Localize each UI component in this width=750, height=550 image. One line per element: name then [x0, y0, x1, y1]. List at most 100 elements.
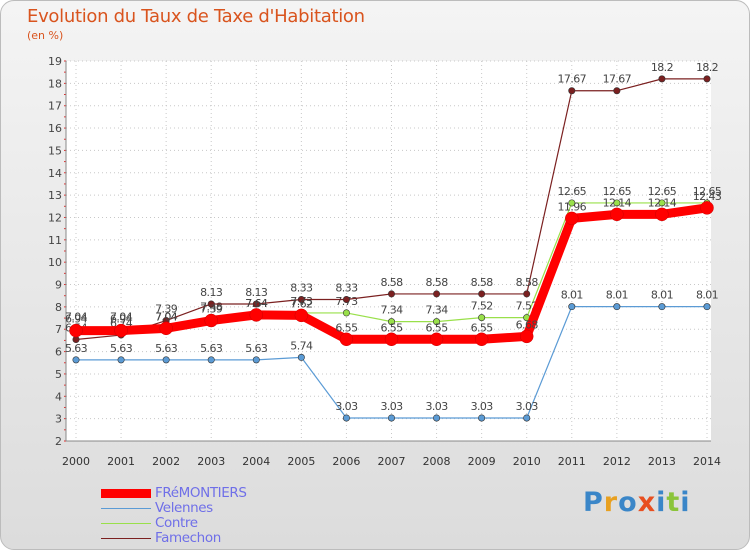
data-point-contre [613, 199, 621, 207]
data-label-frmontiers: 7.62 [290, 297, 312, 310]
x-tick-label: 2004 [242, 455, 270, 468]
data-label-frmontiers: 6.68 [516, 318, 539, 331]
data-label-contre: 7.34 [426, 304, 449, 317]
y-tick-label: 9 [55, 279, 62, 292]
data-point-frmontiers [339, 332, 354, 347]
x-tick-label: 2009 [468, 455, 496, 468]
legend-swatch-velennes [101, 507, 151, 509]
proxiti-logo: Proxiti [583, 487, 691, 518]
data-point-velennes [613, 303, 621, 311]
data-point-velennes [207, 356, 215, 364]
data-point-contre [387, 318, 395, 326]
data-point-frmontiers [114, 323, 128, 338]
data-label-velennes: 5.63 [200, 342, 223, 355]
x-tick-label: 2005 [287, 455, 315, 468]
legend-swatch-contre [101, 522, 151, 524]
legend-swatch-fremontiers [101, 489, 151, 498]
data-label-contre: 7.04 [110, 310, 133, 323]
data-label-velennes: 8.01 [606, 289, 628, 302]
data-point-velennes [297, 353, 305, 361]
data-label-frmontiers: 6.94 [65, 313, 88, 326]
data-label-famechon: 8.33 [335, 282, 358, 295]
data-label-velennes: 5.63 [65, 342, 88, 355]
data-point-frmontiers [69, 323, 83, 338]
data-label-frmontiers: 11.96 [558, 200, 587, 213]
data-label-velennes: 5.63 [245, 342, 268, 355]
y-tick-label: 3 [55, 413, 62, 426]
data-label-contre: 7.52 [471, 300, 493, 313]
x-tick-label: 2012 [603, 455, 631, 468]
data-label-famechon: 8.33 [290, 282, 313, 295]
x-tick-label: 2000 [62, 455, 90, 468]
legend-item-fremontiers: FRéMONTIERS [101, 486, 301, 501]
y-tick-label: 5 [55, 368, 62, 381]
chart-subtitle: (en %) [27, 29, 64, 42]
legend-item-contre: Contre [101, 516, 301, 531]
data-label-famechon: 8.58 [426, 276, 449, 289]
y-tick-label: 13 [48, 189, 62, 202]
data-label-frmontiers: 12.43 [693, 190, 722, 203]
data-label-famechon: 17.67 [603, 73, 632, 86]
y-tick-label: 15 [48, 144, 62, 157]
data-point-frmontiers [519, 329, 534, 344]
data-point-contre [478, 314, 486, 322]
data-label-contre: 12.65 [648, 185, 677, 198]
data-label-velennes: 8.01 [696, 289, 718, 302]
x-tick-label: 2006 [332, 455, 360, 468]
data-point-frmontiers [429, 332, 444, 347]
data-point-frmontiers [474, 332, 489, 347]
data-point-famechon [207, 300, 215, 308]
data-point-velennes [117, 356, 125, 364]
data-point-velennes [387, 414, 395, 422]
legend-label-velennes: Velennes [155, 500, 213, 516]
data-label-frmontiers: 12.14 [603, 196, 632, 209]
data-point-velennes [433, 414, 441, 422]
chart-title: Evolution du Taux de Taxe d'Habitation [27, 6, 365, 27]
data-point-velennes [523, 414, 531, 422]
x-tick-label: 2007 [378, 455, 406, 468]
data-label-frmontiers: 7.39 [200, 303, 223, 316]
data-label-famechon: 7.39 [155, 303, 178, 316]
data-point-frmontiers [249, 308, 264, 322]
data-label-famechon: 8.58 [471, 276, 494, 289]
legend-label-contre: Contre [155, 515, 198, 531]
data-label-frmontiers: 7.04 [155, 310, 178, 323]
data-point-velennes [478, 414, 486, 422]
x-tick-label: 2013 [648, 455, 676, 468]
data-point-famechon [433, 290, 441, 298]
y-tick-label: 8 [55, 301, 62, 314]
data-point-velennes [658, 303, 666, 311]
data-label-velennes: 5.63 [155, 342, 178, 355]
data-label-velennes: 8.01 [651, 289, 673, 302]
logo-letter: r [603, 487, 619, 518]
y-tick-label: 17 [48, 100, 62, 113]
data-label-famechon: 8.13 [200, 286, 223, 299]
data-point-velennes [162, 356, 170, 364]
x-tick-label: 2011 [558, 455, 586, 468]
data-point-frmontiers [159, 321, 173, 336]
data-label-famechon: 8.58 [380, 276, 403, 289]
data-point-frmontiers [610, 207, 624, 222]
logo-letter: t [666, 487, 681, 518]
data-label-famechon: 18.2 [696, 61, 718, 74]
data-label-contre: 7.04 [65, 310, 88, 323]
data-point-famechon [658, 75, 666, 83]
data-label-velennes: 3.03 [516, 400, 539, 413]
data-point-velennes [568, 303, 576, 311]
data-label-famechon: 8.58 [516, 276, 539, 289]
data-label-frmontiers: 12.14 [648, 196, 677, 209]
data-label-velennes: 8.01 [561, 289, 583, 302]
legend-item-velennes: Velennes [101, 501, 301, 516]
data-label-frmontiers: 6.55 [335, 321, 358, 334]
legend-label-fremontiers: FRéMONTIERS [155, 485, 247, 501]
legend-swatch-famechon [101, 537, 151, 539]
y-tick-label: 19 [48, 55, 62, 68]
data-label-velennes: 3.03 [335, 400, 358, 413]
y-tick-label: 4 [55, 390, 62, 403]
data-point-famechon [568, 87, 576, 95]
data-point-frmontiers [700, 201, 714, 215]
data-point-frmontiers [655, 207, 669, 222]
data-point-contre [568, 199, 576, 207]
x-tick-label: 2003 [197, 455, 225, 468]
